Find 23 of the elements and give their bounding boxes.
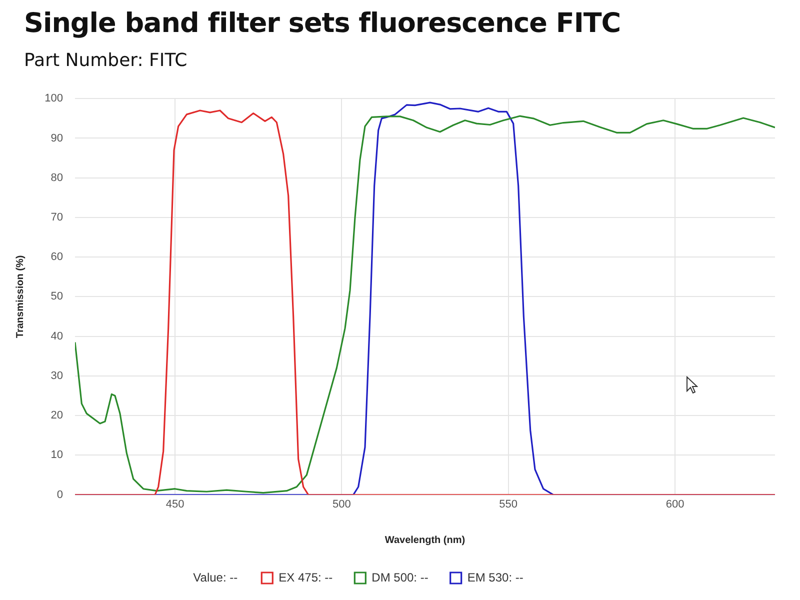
x-tick-label: 500 xyxy=(332,498,351,510)
y-tick-label: 70 xyxy=(50,211,63,224)
y-tick-label: 100 xyxy=(44,92,63,105)
chart-subtitle: Part Number: FITC xyxy=(24,50,188,71)
text: Value: -- xyxy=(193,570,238,584)
y-axis-title: Transmission (%) xyxy=(14,255,26,338)
y-tick-label: 10 xyxy=(50,449,63,462)
legend-label: EM 530: -- xyxy=(467,570,524,584)
y-tick-label: 0 xyxy=(56,488,63,501)
x-tick-label: 550 xyxy=(499,498,518,510)
y-tick-label: 40 xyxy=(50,330,63,342)
y-tick-label: 20 xyxy=(50,410,63,422)
x-axis-title: Wavelength (nm) xyxy=(384,534,466,546)
y-tick-label: 30 xyxy=(50,370,63,382)
x-tick-label: 600 xyxy=(666,498,684,510)
y-tick-label: 80 xyxy=(50,172,63,184)
chart-title: Single band filter sets fluorescence FITC xyxy=(24,8,621,39)
legend-label: EX 475: -- xyxy=(278,570,333,584)
legend-label: DM 500: -- xyxy=(372,570,428,584)
y-tick-label: 90 xyxy=(50,132,63,144)
y-tick-label: 50 xyxy=(50,290,63,303)
x-tick-label: 450 xyxy=(166,498,184,510)
y-tick-label: 60 xyxy=(50,251,63,264)
